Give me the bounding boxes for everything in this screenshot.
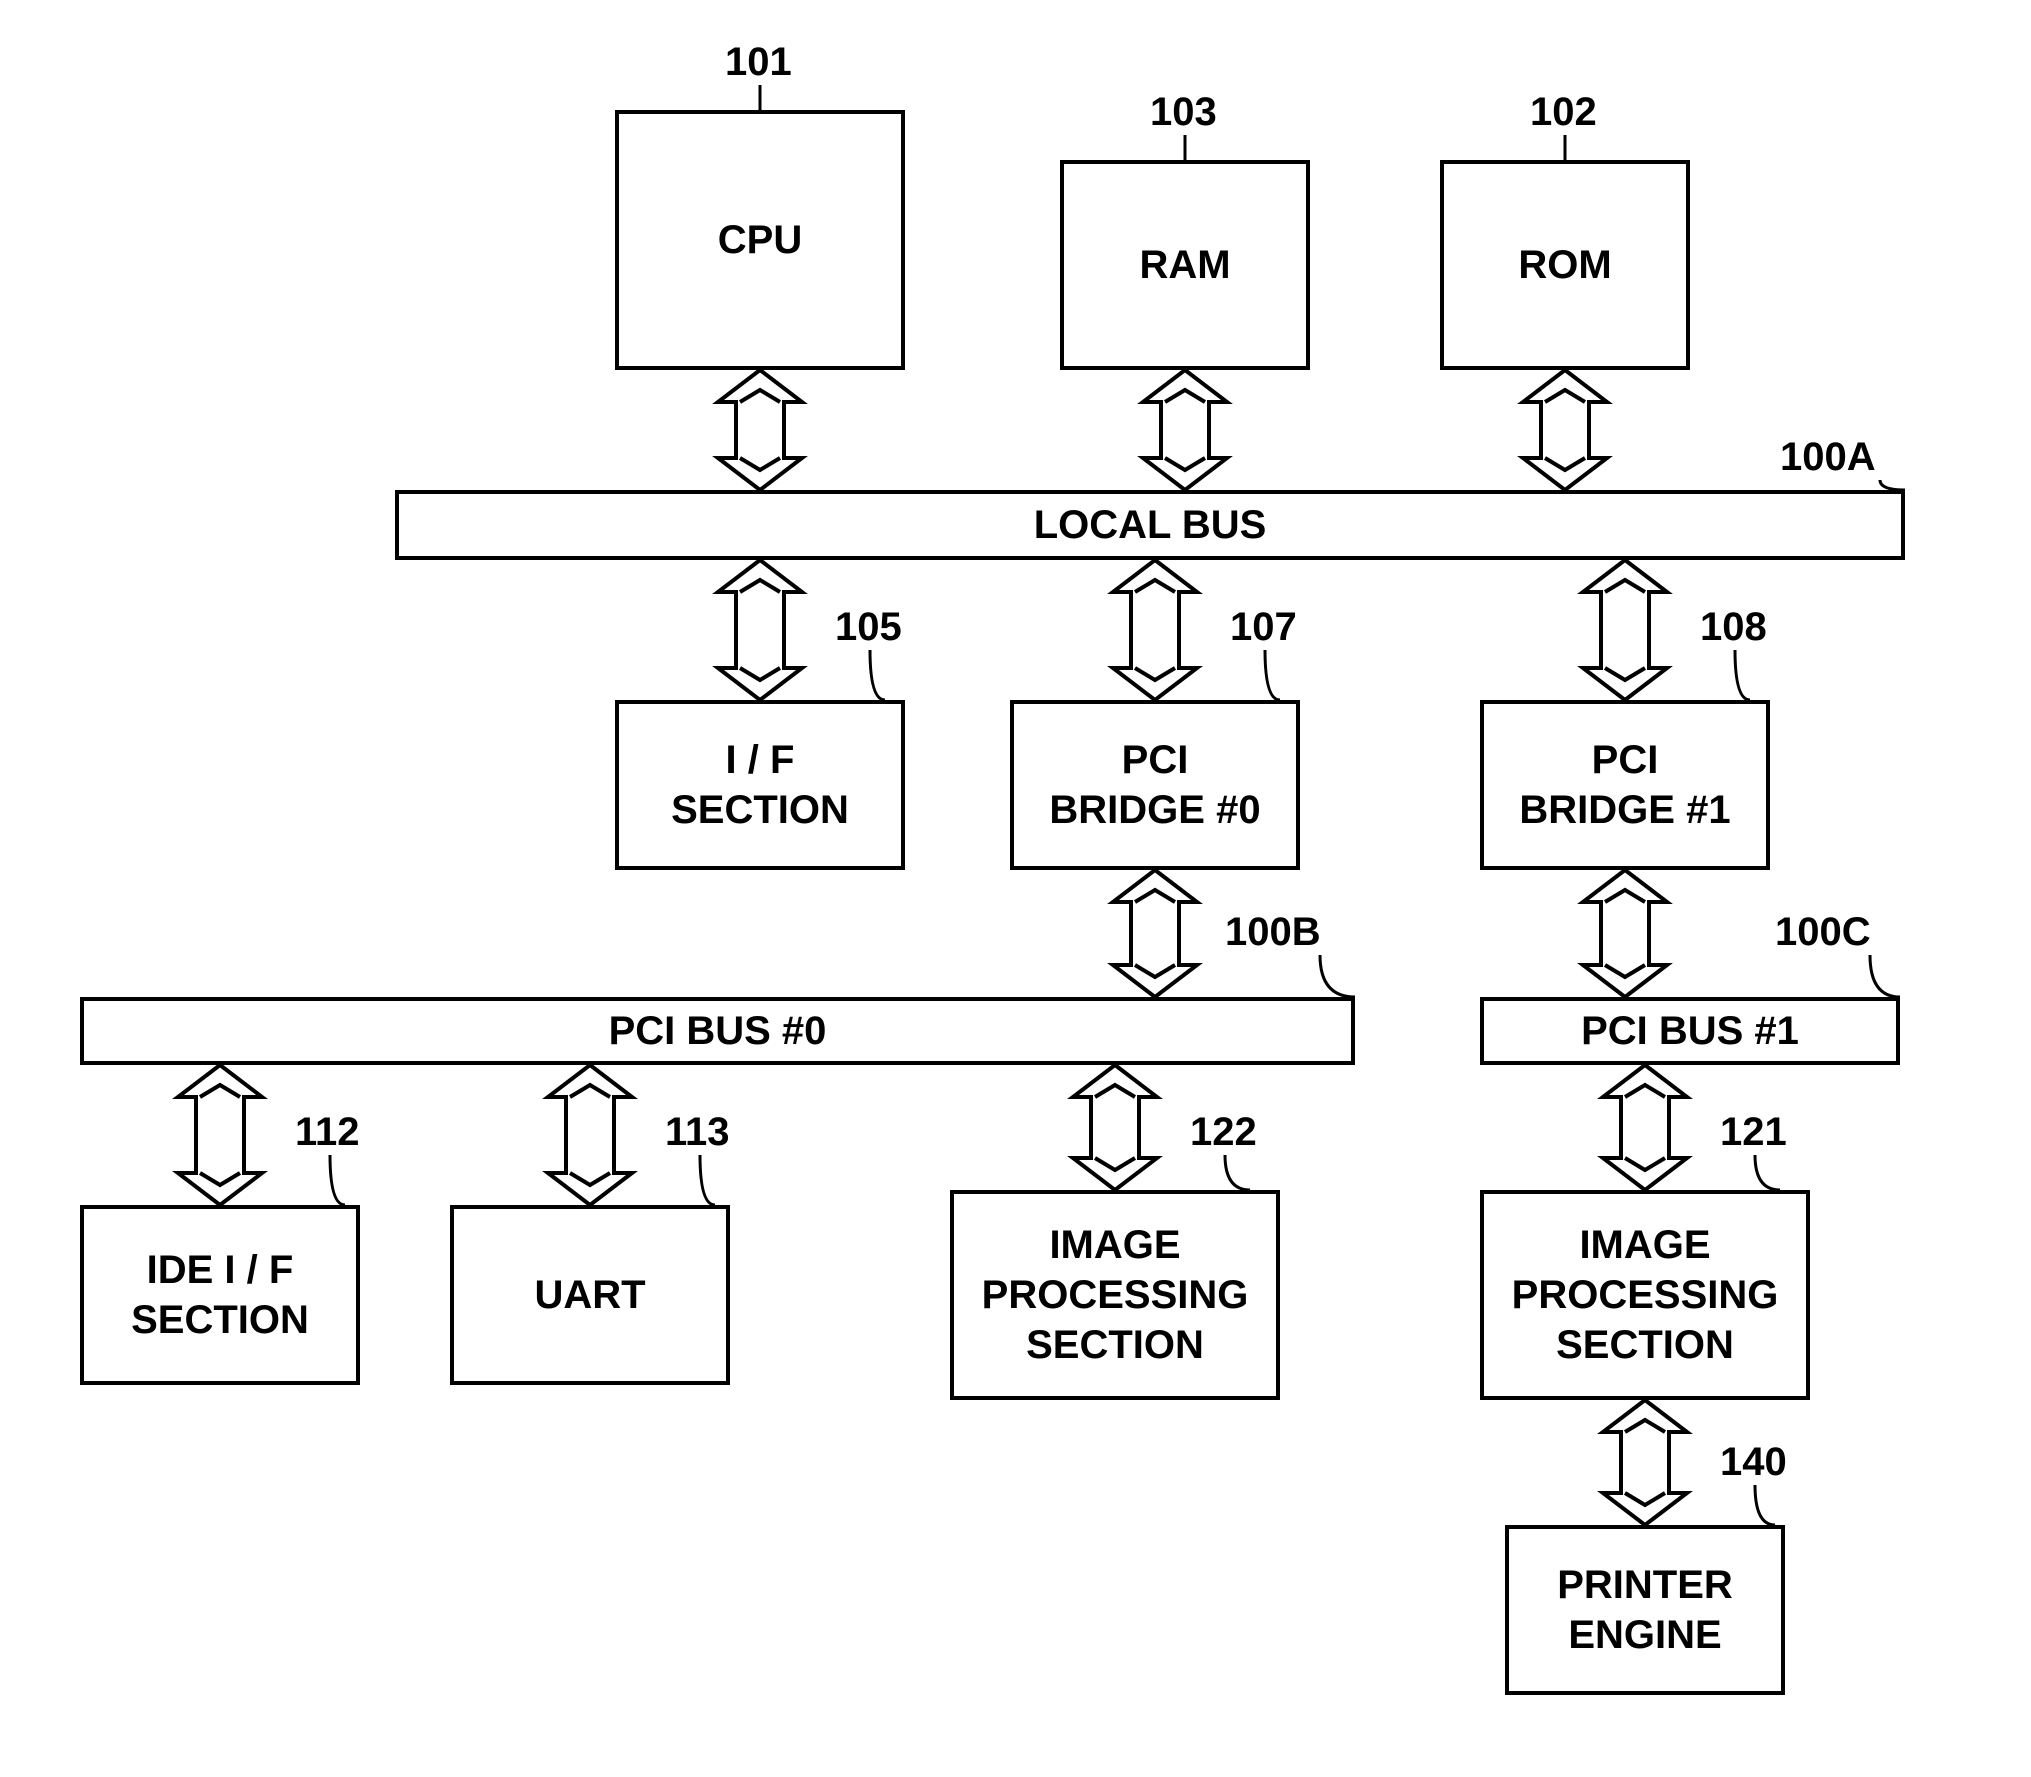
- bidir-arrow: [1113, 870, 1197, 997]
- ref-label-pci-bus-0: 100B: [1225, 910, 1321, 955]
- leader-line: [328, 1153, 347, 1207]
- block-label: I / F SECTION: [671, 735, 849, 835]
- leader-line: [1868, 953, 1902, 999]
- leader-line: [868, 648, 887, 702]
- block-label: RAM: [1139, 240, 1230, 290]
- bidir-arrow: [1603, 1400, 1687, 1525]
- block-ide-if-section: IDE I / F SECTION: [80, 1205, 360, 1385]
- ref-label-uart: 113: [665, 1110, 730, 1155]
- block-label: UART: [534, 1270, 645, 1320]
- bidir-arrow: [1583, 560, 1667, 700]
- block-label: PCI BRIDGE #1: [1519, 735, 1730, 835]
- block-pci-bridge-0: PCI BRIDGE #0: [1010, 700, 1300, 870]
- block-label: PCI BRIDGE #0: [1049, 735, 1260, 835]
- bidir-arrow: [1603, 1065, 1687, 1190]
- block-label: PRINTER ENGINE: [1557, 1560, 1733, 1660]
- ref-label-img-proc-1: 121: [1720, 1110, 1787, 1155]
- ref-label-local-bus: 100A: [1780, 435, 1876, 480]
- block-if-section: I / F SECTION: [615, 700, 905, 870]
- leader-line: [1753, 1483, 1777, 1527]
- leader-line: [1563, 133, 1569, 162]
- ref-label-cpu: 101: [725, 40, 792, 85]
- leader-line: [1223, 1153, 1252, 1192]
- block-pci-bridge-1: PCI BRIDGE #1: [1480, 700, 1770, 870]
- bus-label: LOCAL BUS: [1034, 503, 1267, 548]
- bidir-arrow: [548, 1065, 632, 1205]
- leader-line: [1318, 953, 1357, 999]
- block-label: CPU: [718, 215, 802, 265]
- block-label: IDE I / F SECTION: [131, 1245, 309, 1345]
- bus-local-bus: LOCAL BUS: [395, 490, 1905, 560]
- bidir-arrow: [1143, 370, 1227, 490]
- bidir-arrow: [1523, 370, 1607, 490]
- bus-pci-bus-0: PCI BUS #0: [80, 997, 1355, 1065]
- block-label: ROM: [1518, 240, 1611, 290]
- bidir-arrow: [718, 560, 802, 700]
- bus-label: PCI BUS #0: [609, 1009, 827, 1054]
- block-label: IMAGE PROCESSING SECTION: [1512, 1220, 1779, 1370]
- block-ram: RAM: [1060, 160, 1310, 370]
- leader-line: [1878, 478, 1907, 492]
- leader-line: [1733, 648, 1752, 702]
- ref-label-ide-if-section: 112: [295, 1110, 360, 1155]
- bidir-arrow: [1583, 870, 1667, 997]
- leader-line: [1183, 133, 1189, 162]
- block-cpu: CPU: [615, 110, 905, 370]
- bidir-arrow: [178, 1065, 262, 1205]
- ref-label-pci-bridge-1: 108: [1700, 605, 1767, 650]
- leader-line: [758, 83, 764, 112]
- leader-line: [1753, 1153, 1782, 1192]
- block-img-proc-1: IMAGE PROCESSING SECTION: [1480, 1190, 1810, 1400]
- leader-line: [698, 1153, 717, 1207]
- ref-label-if-section: 105: [835, 605, 902, 650]
- block-uart: UART: [450, 1205, 730, 1385]
- bidir-arrow: [718, 370, 802, 490]
- block-diagram-canvas: CPU RAM ROM I / F SECTION PCI BRIDGE #0 PCI B…: [0, 0, 2031, 1777]
- ref-label-rom: 102: [1530, 90, 1597, 135]
- block-img-proc-0: IMAGE PROCESSING SECTION: [950, 1190, 1280, 1400]
- ref-label-img-proc-0: 122: [1190, 1110, 1257, 1155]
- block-printer-engine: PRINTER ENGINE: [1505, 1525, 1785, 1695]
- block-rom: ROM: [1440, 160, 1690, 370]
- bidir-arrow: [1073, 1065, 1157, 1190]
- block-label: IMAGE PROCESSING SECTION: [982, 1220, 1249, 1370]
- leader-line: [1263, 648, 1282, 702]
- ref-label-pci-bridge-0: 107: [1230, 605, 1297, 650]
- bidir-arrow: [1113, 560, 1197, 700]
- bus-label: PCI BUS #1: [1581, 1009, 1799, 1054]
- ref-label-ram: 103: [1150, 90, 1217, 135]
- bus-pci-bus-1: PCI BUS #1: [1480, 997, 1900, 1065]
- ref-label-pci-bus-1: 100C: [1775, 910, 1871, 955]
- ref-label-printer-engine: 140: [1720, 1440, 1787, 1485]
